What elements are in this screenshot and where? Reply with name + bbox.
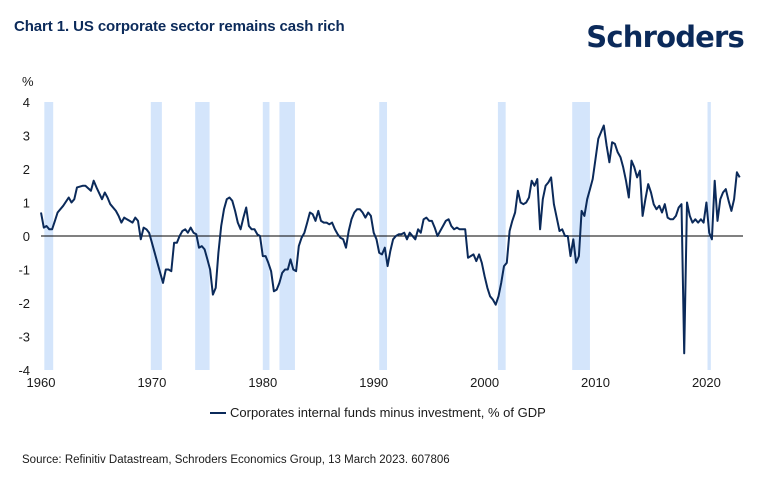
y-tick-label: 0 xyxy=(23,229,30,244)
x-tick-label: 2000 xyxy=(470,375,499,390)
legend-label: Corporates internal funds minus investme… xyxy=(230,405,546,420)
x-tick-label: 1970 xyxy=(137,375,166,390)
y-tick-label: 4 xyxy=(23,95,30,110)
legend: Corporates internal funds minus investme… xyxy=(210,405,546,420)
x-tick-label: 1980 xyxy=(248,375,277,390)
y-tick-label: -3 xyxy=(18,330,30,345)
x-axis-ticks: 1960 1970 1980 1990 2000 2010 2020 xyxy=(27,375,721,390)
x-tick-label: 1960 xyxy=(27,375,56,390)
y-tick-label: -4 xyxy=(18,363,30,378)
y-tick-label: 3 xyxy=(23,129,30,144)
x-tick-label: 2020 xyxy=(692,375,721,390)
legend-swatch xyxy=(210,411,226,414)
y-tick-label: -1 xyxy=(18,263,30,278)
x-tick-label: 1990 xyxy=(359,375,388,390)
chart-title: Chart 1. US corporate sector remains cas… xyxy=(14,18,345,35)
y-tick-label: -2 xyxy=(18,296,30,311)
y-axis-ticks: 4 3 2 1 0 -1 -2 -3 -4 xyxy=(18,95,30,378)
series-line xyxy=(40,124,741,355)
y-tick-label: 1 xyxy=(23,196,30,211)
y-axis-unit-label: % xyxy=(22,74,34,89)
x-tick-label: 2010 xyxy=(581,375,610,390)
y-tick-label: 2 xyxy=(23,162,30,177)
series-group xyxy=(40,124,741,355)
schroders-logo: Schroders xyxy=(586,20,745,54)
source-note: Source: Refinitiv Datastream, Schroders … xyxy=(22,454,450,466)
